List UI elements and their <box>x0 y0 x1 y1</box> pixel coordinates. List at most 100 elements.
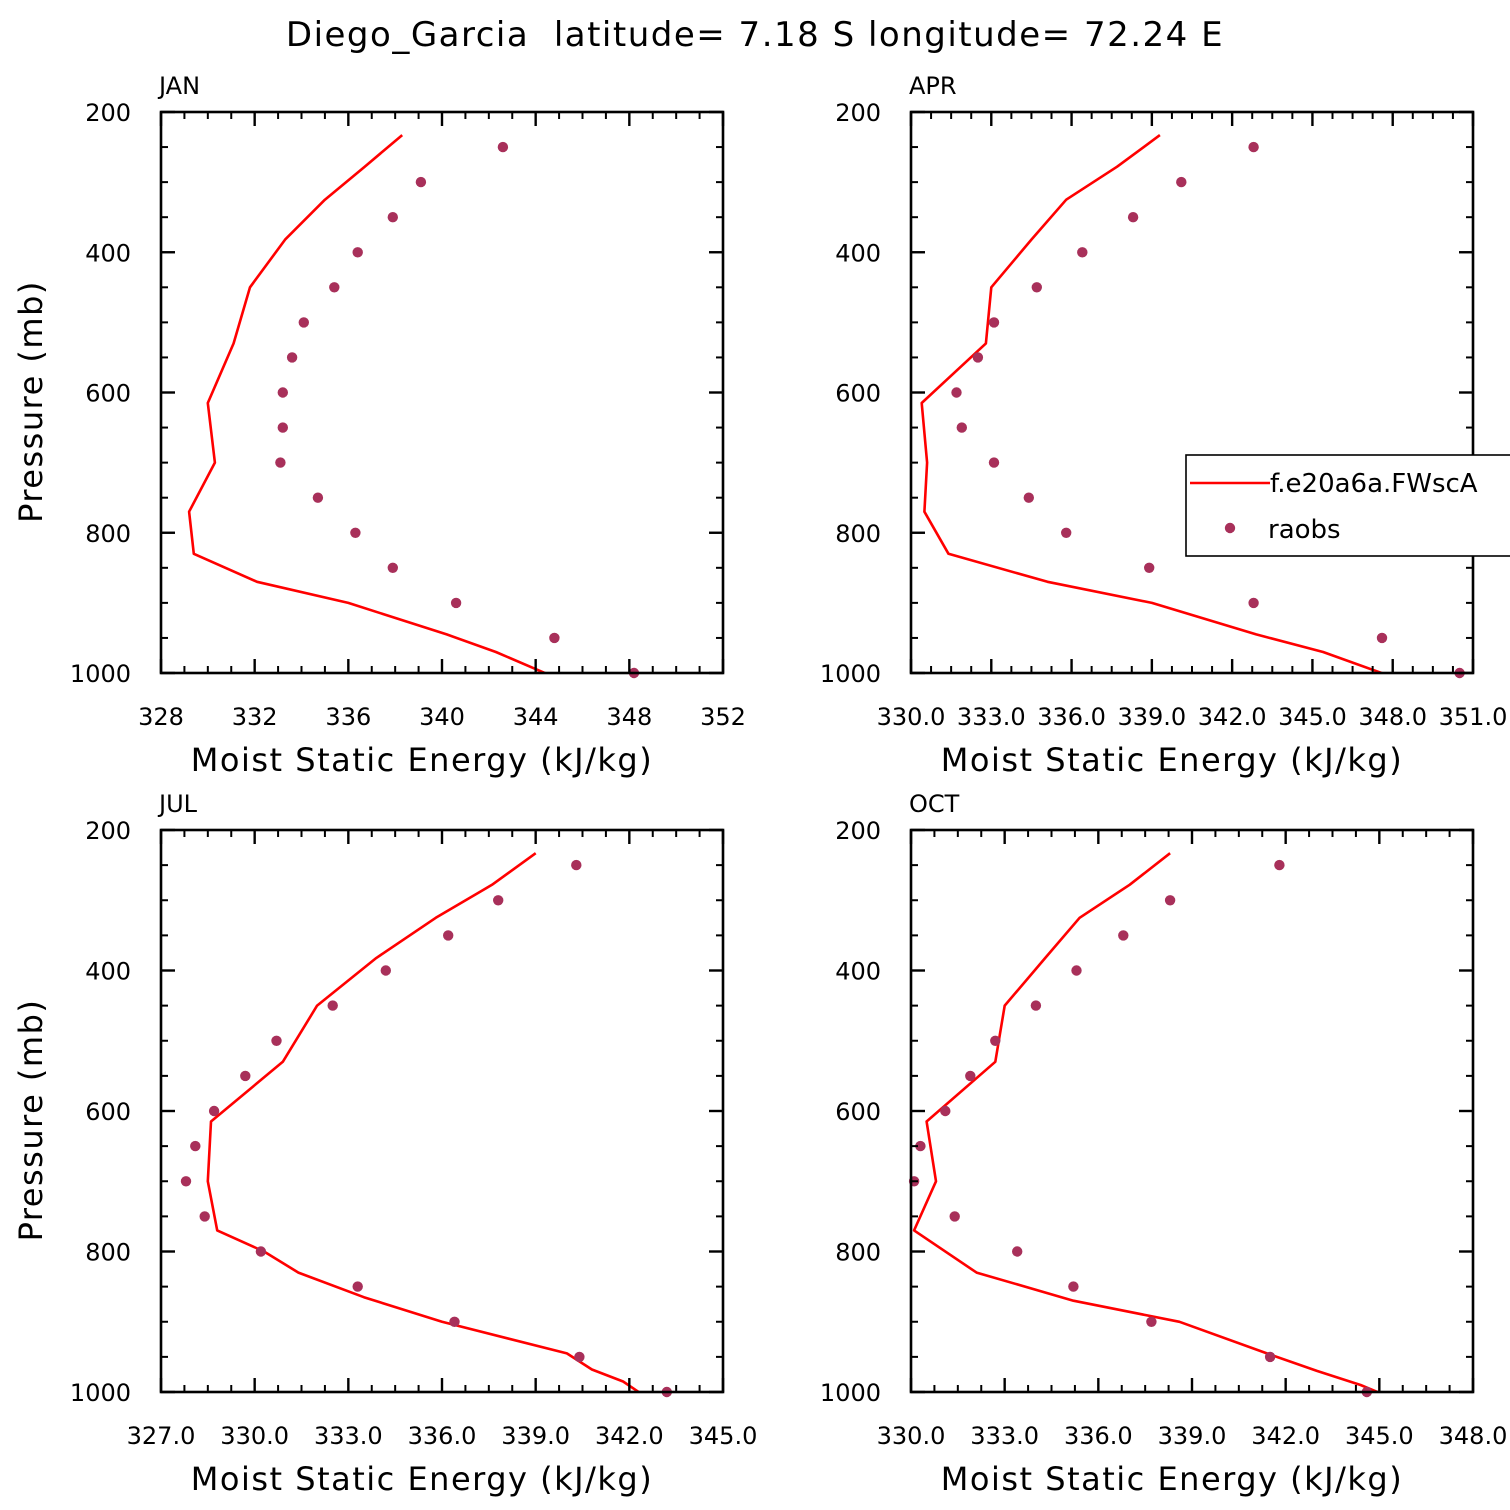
y-tick-label: 800 <box>85 1239 131 1267</box>
x-tick-label: 328 <box>138 703 184 731</box>
obs-point <box>497 141 509 153</box>
obs-point <box>949 1211 960 1222</box>
y-tick-label: 200 <box>835 817 881 845</box>
x-tick-label: 345.0 <box>1278 703 1347 731</box>
obs-point <box>1146 1316 1157 1328</box>
panel-title: APR <box>909 72 957 100</box>
x-tick-label: 342.0 <box>1251 1422 1320 1450</box>
obs-point <box>1118 930 1129 941</box>
y-tick-label: 400 <box>85 958 131 986</box>
model-line <box>920 134 1386 673</box>
obs-point <box>1274 859 1285 871</box>
obs-point <box>1164 895 1176 906</box>
obs-point <box>255 1246 267 1257</box>
legend-obs-label: raobs <box>1268 515 1341 545</box>
obs-point <box>1068 1281 1079 1292</box>
model-line <box>206 852 642 1392</box>
obs-point <box>329 282 340 293</box>
plot-frame <box>909 110 1475 675</box>
model-line <box>187 134 549 673</box>
x-tick-label: 340 <box>419 703 465 731</box>
obs-point <box>493 895 504 906</box>
obs-point <box>271 1035 282 1047</box>
obs-point <box>988 457 1000 468</box>
panel-oct: 330.0 333.0 336.0 339.0 342.0 345.0 348.0 200 40… <box>820 790 1507 1498</box>
x-tick-label: 345.0 <box>689 1422 758 1450</box>
x-axis-label: Moist Static Energy (kJ/kg) <box>191 1460 653 1498</box>
x-tick-label: 330.0 <box>220 1422 289 1450</box>
x-axis-label: Moist Static Energy (kJ/kg) <box>941 741 1403 779</box>
obs-point <box>1144 562 1155 573</box>
obs-point <box>1077 247 1088 258</box>
x-tick-label: 339.0 <box>501 1422 570 1450</box>
obs-point <box>571 859 582 871</box>
x-tick-label: 351.0 <box>1439 703 1508 731</box>
obs-point <box>951 387 962 398</box>
y-axis-label: Pressure (mb) <box>12 999 50 1242</box>
y-tick-label: 1000 <box>820 660 881 688</box>
y-tick-label: 400 <box>835 239 881 267</box>
panel-apr: 330.0 333.0 336.0 339.0 342.0 345.0 348.0 351.0… <box>820 72 1507 779</box>
y-tick-label: 200 <box>85 99 131 127</box>
obs-point <box>199 1211 210 1222</box>
x-tick-label: 344 <box>513 703 559 731</box>
legend-marker-swatch <box>1224 522 1236 534</box>
y-tick-label: 1000 <box>70 1379 131 1407</box>
y-tick-label: 1000 <box>820 1379 881 1407</box>
obs-point <box>1061 527 1072 538</box>
obs-point <box>180 1176 192 1187</box>
obs-point <box>1012 1246 1023 1257</box>
x-tick-label: 336.0 <box>1064 1422 1133 1450</box>
x-tick-label: 336.0 <box>408 1422 477 1450</box>
obs-point <box>956 422 967 433</box>
y-tick-label: 200 <box>835 99 881 127</box>
x-tick-label: 345.0 <box>1345 1422 1414 1450</box>
x-tick-label: 339.0 <box>1158 1422 1227 1450</box>
obs-point <box>208 1105 220 1117</box>
obs-point <box>1376 632 1388 644</box>
obs-point <box>549 632 560 644</box>
x-tick-label: 327.0 <box>127 1422 196 1450</box>
obs-point <box>450 597 462 609</box>
panels: 328 332 336 340 344 348 352 200 400 600 800 1000 JAN… <box>12 72 1510 1498</box>
obs-point <box>277 422 288 433</box>
x-tick-label: 336 <box>325 703 371 731</box>
obs-point <box>1264 1351 1276 1363</box>
x-tick-label: 333.0 <box>970 1422 1039 1450</box>
legend: f.e20a6a.FWscA raobs <box>1185 454 1510 557</box>
panel-title: OCT <box>909 790 960 818</box>
panel-title: JAN <box>157 72 200 100</box>
obs-point <box>443 930 454 941</box>
obs-point <box>940 1105 951 1117</box>
legend-box <box>1185 454 1510 557</box>
y-tick-label: 800 <box>835 1239 881 1267</box>
obs-point <box>327 1000 338 1011</box>
y-tick-label: 400 <box>835 958 881 986</box>
obs-point <box>312 492 324 503</box>
obs-point <box>277 387 288 398</box>
figure-title: Diego_Garcia latitude= 7.18 S longitude=… <box>286 15 1224 55</box>
panel-jan: 328 332 336 340 344 348 352 200 400 600 800 1000 JAN… <box>12 72 746 779</box>
obs-point <box>990 1035 1001 1047</box>
x-tick-label: 342.0 <box>1198 703 1267 731</box>
y-tick-label: 600 <box>835 1098 881 1126</box>
obs-point <box>1248 597 1259 609</box>
obs-point <box>352 247 363 258</box>
x-tick-label: 348 <box>606 703 652 731</box>
obs-point <box>988 317 1000 328</box>
obs-point <box>387 562 398 573</box>
obs-point <box>1030 1000 1042 1011</box>
obs-point <box>1176 176 1187 188</box>
obs-point <box>915 1140 926 1152</box>
x-tick-label: 336.0 <box>1037 703 1106 731</box>
obs-point <box>286 352 298 363</box>
x-tick-label: 352 <box>700 703 746 731</box>
obs-point <box>350 527 361 538</box>
legend-model-label: f.e20a6a.FWscA <box>1270 469 1478 499</box>
obs-point <box>380 965 391 976</box>
obs-point <box>275 457 286 468</box>
obs-point <box>1248 141 1259 153</box>
y-tick-label: 600 <box>85 1098 131 1126</box>
obs-point <box>1031 282 1043 293</box>
